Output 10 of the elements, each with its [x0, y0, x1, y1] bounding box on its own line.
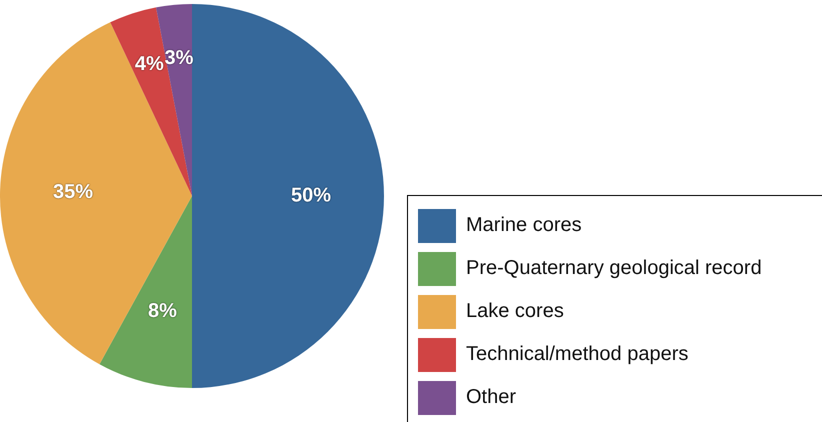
data-label: 3% [164, 46, 194, 69]
data-label: 8% [148, 300, 178, 322]
legend-label: Lake cores [466, 300, 564, 323]
data-label: 50% [291, 184, 332, 207]
legend-label: Other [466, 386, 516, 409]
legend-label: Pre-Quaternary geological record [466, 257, 762, 280]
data-label: 35% [53, 180, 94, 203]
data-label: 4% [134, 53, 164, 76]
legend-label: Technical/method papers [466, 343, 688, 366]
legend-label: Marine cores [466, 214, 582, 237]
